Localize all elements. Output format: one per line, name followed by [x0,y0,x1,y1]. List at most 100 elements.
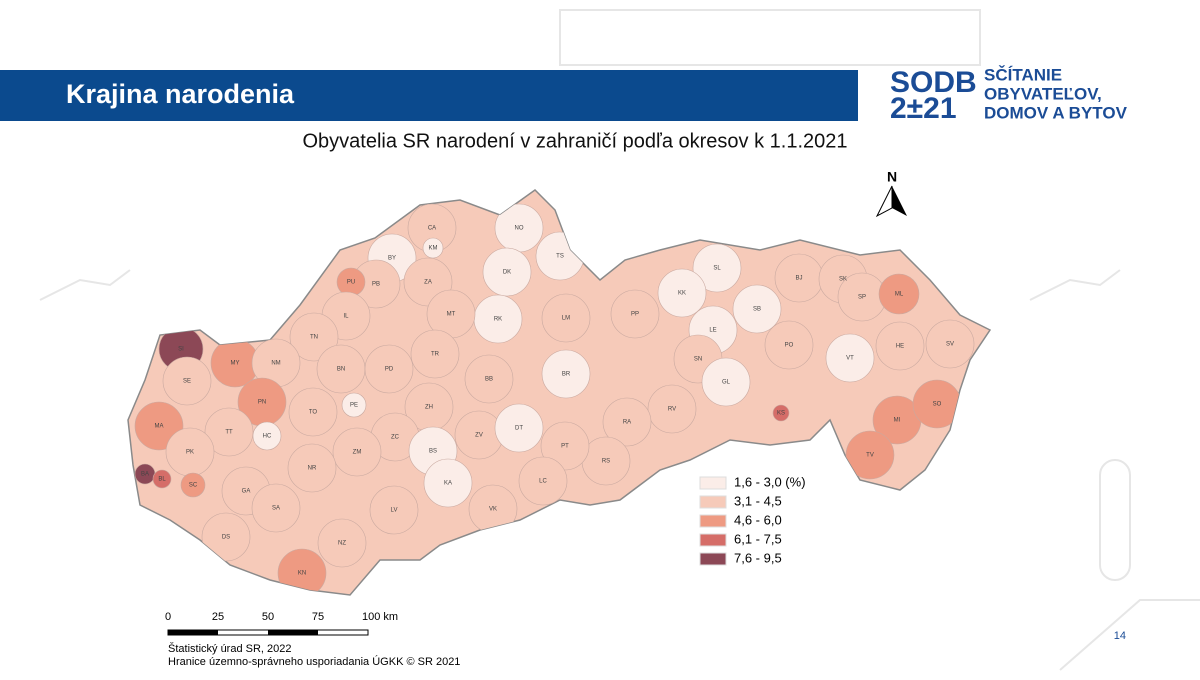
district [332,427,382,477]
district [251,483,301,533]
district-code: LV [391,508,398,514]
district-code: IL [343,314,349,320]
scale-label: 50 [262,611,274,623]
district-code: BJ [795,276,802,282]
district [252,421,282,451]
district-code: VT [846,356,854,362]
district [464,354,514,404]
district-code: KK [678,291,686,297]
scale-labels: 0 25 50 75 100 km [165,611,398,623]
district-code: SL [713,266,721,272]
district-code: ML [895,292,904,298]
district-code: SI [178,347,184,353]
legend-swatch [699,514,727,528]
north-arrow [875,185,893,218]
north-label: N [887,169,897,185]
district [364,344,414,394]
logo-mark: 2±21 [890,92,957,125]
district-code: HE [896,344,904,350]
districts [134,203,975,595]
district-code: GL [722,380,731,386]
district [610,289,660,339]
header-bar [0,70,858,121]
district-code: PN [258,400,266,406]
district [657,268,707,318]
district [875,321,925,371]
district-code: ZC [391,435,400,441]
district [277,548,327,595]
district [541,349,591,399]
logo-text: DOMOV A BYTOV [984,103,1128,122]
district [201,512,251,562]
district-code: MI [894,418,901,424]
legend-label: 3,1 - 4,5 [734,493,782,508]
scale-label: 75 [312,611,324,623]
district-code: LE [709,328,716,334]
district-code: SC [189,483,198,489]
district-code: PE [350,403,358,409]
district [162,356,212,406]
district [287,443,337,493]
district-code: RS [602,459,610,465]
district [289,312,339,362]
header-title: Krajina narodenia [66,79,295,109]
district-code: HC [263,434,272,440]
scale-label: 25 [212,611,224,623]
district-code: NZ [338,541,346,547]
district [204,407,254,457]
district-code: MA [155,424,164,430]
district [878,273,920,315]
district-code: CA [428,226,436,232]
district-code: PU [347,280,355,286]
district-code: TS [556,254,564,260]
scale-label: 100 km [362,611,398,623]
district-code: SO [933,402,942,408]
district-code: NO [515,226,524,232]
legend-label: 1,6 - 3,0 (%) [734,474,806,489]
district-code: SA [272,506,280,512]
source: Hranice územno-správneho usporiadania ÚG… [168,655,460,668]
district [423,458,473,508]
district-code: TO [309,410,318,416]
district-code: BB [485,377,493,383]
district [732,284,782,334]
district [180,472,206,498]
district-code: BR [562,372,571,378]
district-code: DK [503,270,511,276]
district-code: MY [231,361,240,367]
logo-text: SČÍTANIE [984,65,1062,84]
district [518,456,568,506]
district [764,320,814,370]
district-code: BN [337,367,345,373]
district [925,319,975,369]
legend-swatch [699,495,727,509]
district-code: BL [158,477,166,483]
district [845,430,895,480]
district-code: MT [447,312,456,318]
district-code: SV [946,342,954,348]
district-code: ZV [475,433,483,439]
district [541,293,591,343]
district-code: TR [431,352,440,358]
legend-swatch [699,476,727,490]
district [369,485,419,535]
district-code: VK [489,507,497,513]
district [647,384,697,434]
district [152,469,172,489]
district-code: GA [242,489,251,495]
district [410,329,460,379]
district-code: KS [777,411,785,417]
district-code: PT [561,444,569,450]
district-code: ZH [425,405,433,411]
district-code: LM [562,316,570,322]
page-number: 14 [1114,630,1126,642]
legend: 1,6 - 3,0 (%) 3,1 - 4,5 4,6 - 6,0 6,1 - 7,5… [699,474,806,566]
district-code: TN [310,335,318,341]
district [422,237,444,259]
district-code: BS [429,449,437,455]
district-code: SK [839,277,847,283]
district [692,243,742,293]
scale-bar [167,629,369,636]
district-code: SE [183,379,191,385]
